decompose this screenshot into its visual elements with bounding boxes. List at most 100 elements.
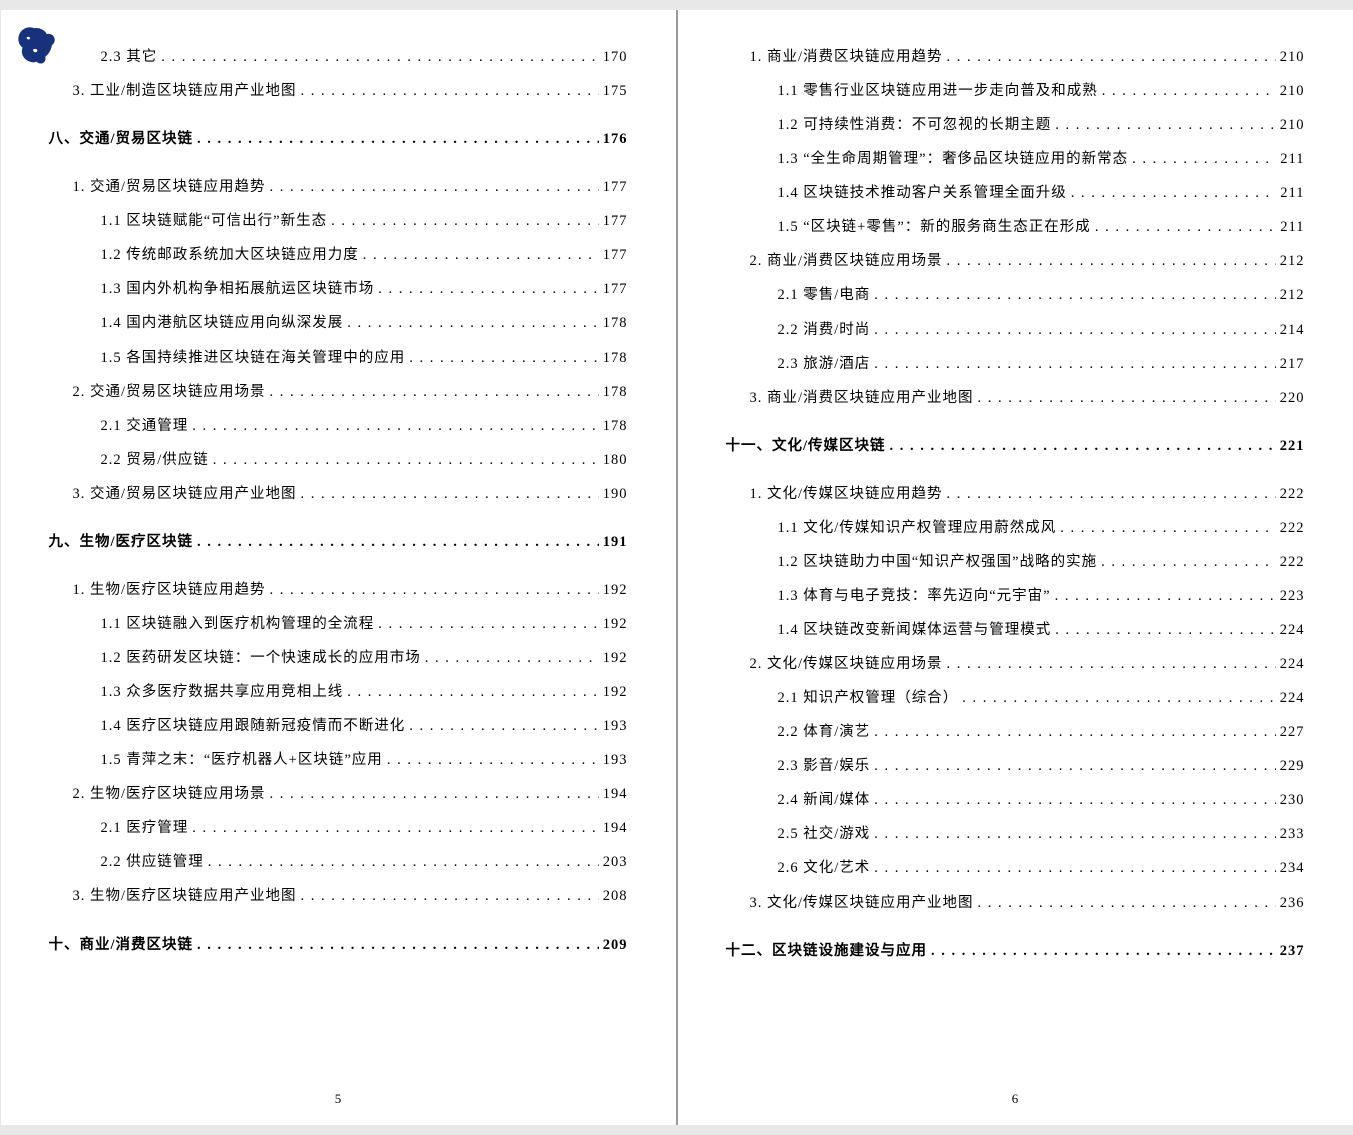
toc-entry-label: 1. 商业/消费区块链应用趋势 bbox=[750, 40, 943, 74]
toc-entry-page: 230 bbox=[1280, 783, 1305, 817]
toc-leader-dots: . . . . . . . . . . . . . . . . . . . . … bbox=[301, 477, 599, 511]
toc-entry-label: 1.4 医疗区块链应用跟随新冠疫情而不断进化 bbox=[101, 709, 406, 743]
toc-entry-page: 221 bbox=[1280, 429, 1305, 463]
toc-entry: 1.3 众多医疗数据共享应用竞相上线. . . . . . . . . . . … bbox=[49, 675, 628, 709]
toc-entry-label: 1.3 国内外机构争相拓展航运区块链市场 bbox=[101, 272, 375, 306]
toc-entry-label: 2.6 文化/艺术 bbox=[778, 851, 871, 885]
toc-entry-label: 十、商业/消费区块链 bbox=[49, 928, 194, 962]
toc-spacer bbox=[49, 156, 628, 170]
toc-entry-page: 212 bbox=[1280, 278, 1305, 312]
toc-entry: 2.1 零售/电商. . . . . . . . . . . . . . . .… bbox=[726, 278, 1305, 312]
toc-entry-label: 1.5 青萍之末：“医疗机器人+区块链”应用 bbox=[101, 743, 383, 777]
toc-entry-page: 194 bbox=[603, 777, 628, 811]
toc-leader-dots: . . . . . . . . . . . . . . . . . . . . … bbox=[874, 313, 1275, 347]
toc-entry-page: 192 bbox=[603, 607, 628, 641]
toc-leader-dots: . . . . . . . . . . . . . . . . . . . . … bbox=[378, 607, 599, 641]
toc-spacer bbox=[726, 920, 1305, 934]
toc-leader-dots: . . . . . . . . . . . . . . . . . . . . … bbox=[874, 278, 1275, 312]
toc-entry: 2.1 知识产权管理（综合）. . . . . . . . . . . . . … bbox=[726, 681, 1305, 715]
toc-entry-page: 176 bbox=[603, 122, 628, 156]
toc-entry-page: 190 bbox=[603, 477, 628, 511]
toc-spacer bbox=[726, 415, 1305, 429]
toc-entry: 2.2 体育/演艺. . . . . . . . . . . . . . . .… bbox=[726, 715, 1305, 749]
toc-entry-label: 2.2 供应链管理 bbox=[101, 845, 204, 879]
toc-entry-page: 211 bbox=[1280, 176, 1304, 210]
toc-leader-dots: . . . . . . . . . . . . . . . . . . . . … bbox=[270, 573, 599, 607]
toc-entry: 3. 交通/贸易区块链应用产业地图. . . . . . . . . . . .… bbox=[49, 477, 628, 511]
toc-entry: 3. 文化/传媒区块链应用产业地图. . . . . . . . . . . .… bbox=[726, 886, 1305, 920]
toc-leader-dots: . . . . . . . . . . . . . . . . . . . . … bbox=[1102, 74, 1276, 108]
toc-leader-dots: . . . . . . . . . . . . . . . . . . . . … bbox=[387, 743, 599, 777]
toc-leader-dots: . . . . . . . . . . . . . . . . . . . . … bbox=[197, 122, 599, 156]
toc-entry-label: 2.5 社交/游戏 bbox=[778, 817, 871, 851]
toc-entry-label: 1.4 国内港航区块链应用向纵深发展 bbox=[101, 306, 344, 340]
toc-entry-label: 2.2 贸易/供应链 bbox=[101, 443, 209, 477]
toc-entry-label: 2.2 消费/时尚 bbox=[778, 313, 871, 347]
toc-entry-page: 233 bbox=[1280, 817, 1305, 851]
toc-entry-page: 194 bbox=[603, 811, 628, 845]
toc-entry: 1. 交通/贸易区块链应用趋势. . . . . . . . . . . . .… bbox=[49, 170, 628, 204]
toc-leader-dots: . . . . . . . . . . . . . . . . . . . . … bbox=[197, 525, 599, 559]
toc-entry-page: 191 bbox=[603, 525, 628, 559]
toc-entry-label: 1.1 区块链融入到医疗机构管理的全流程 bbox=[101, 607, 375, 641]
toc-entry-page: 220 bbox=[1280, 381, 1305, 415]
toc-entry-label: 2.1 知识产权管理（综合） bbox=[778, 681, 959, 715]
toc-entry: 1.1 区块链融入到医疗机构管理的全流程. . . . . . . . . . … bbox=[49, 607, 628, 641]
toc-entry: 2.4 新闻/媒体. . . . . . . . . . . . . . . .… bbox=[726, 783, 1305, 817]
toc-entry-page: 178 bbox=[603, 341, 628, 375]
toc-entry: 2.2 消费/时尚. . . . . . . . . . . . . . . .… bbox=[726, 313, 1305, 347]
toc-entry-label: 1.3 体育与电子竞技：率先迈向“元宇宙” bbox=[778, 579, 1051, 613]
toc-entry: 2.2 供应链管理. . . . . . . . . . . . . . . .… bbox=[49, 845, 628, 879]
toc-leader-dots: . . . . . . . . . . . . . . . . . . . . … bbox=[874, 783, 1275, 817]
toc-entry-label: 3. 工业/制造区块链应用产业地图 bbox=[73, 74, 297, 108]
toc-entry-label: 1.1 区块链赋能“可信出行”新生态 bbox=[101, 204, 328, 238]
toc-leader-dots: . . . . . . . . . . . . . . . . . . . . … bbox=[874, 817, 1275, 851]
toc-entry-label: 2.1 医疗管理 bbox=[101, 811, 189, 845]
toc-leader-dots: . . . . . . . . . . . . . . . . . . . . … bbox=[947, 647, 1276, 681]
toc-entry: 九、生物/医疗区块链. . . . . . . . . . . . . . . … bbox=[49, 525, 628, 559]
toc-entry-label: 1.4 区块链技术推动客户关系管理全面升级 bbox=[778, 176, 1067, 210]
toc-entry: 八、交通/贸易区块链. . . . . . . . . . . . . . . … bbox=[49, 122, 628, 156]
toc-leader-dots: . . . . . . . . . . . . . . . . . . . . … bbox=[213, 443, 599, 477]
toc-entry: 2.6 文化/艺术. . . . . . . . . . . . . . . .… bbox=[726, 851, 1305, 885]
toc-spacer bbox=[49, 559, 628, 573]
toc-entry-page: 177 bbox=[603, 170, 628, 204]
toc-entry-page: 210 bbox=[1280, 40, 1305, 74]
toc-entry-label: 九、生物/医疗区块链 bbox=[49, 525, 194, 559]
toc-entry-label: 1.3 众多医疗数据共享应用竞相上线 bbox=[101, 675, 344, 709]
toc-leader-dots: . . . . . . . . . . . . . . . . . . . . … bbox=[874, 851, 1275, 885]
toc-entry: 1.4 医疗区块链应用跟随新冠疫情而不断进化. . . . . . . . . … bbox=[49, 709, 628, 743]
toc-entry: 1.1 文化/传媒知识产权管理应用蔚然成风. . . . . . . . . .… bbox=[726, 511, 1305, 545]
toc-entry-page: 237 bbox=[1280, 934, 1305, 968]
toc-entry-label: 1.2 传统邮政系统加大区块链应用力度 bbox=[101, 238, 359, 272]
toc-leader-dots: . . . . . . . . . . . . . . . . . . . . … bbox=[1132, 142, 1276, 176]
toc-leader-dots: . . . . . . . . . . . . . . . . . . . . … bbox=[1060, 511, 1275, 545]
toc-leader-dots: . . . . . . . . . . . . . . . . . . . . … bbox=[270, 170, 599, 204]
toc-leader-dots: . . . . . . . . . . . . . . . . . . . . … bbox=[1095, 210, 1276, 244]
toc-entry: 1.5 “区块链+零售”：新的服务商生态正在形成. . . . . . . . … bbox=[726, 210, 1305, 244]
toc-entry-page: 222 bbox=[1280, 545, 1305, 579]
toc-entry-label: 3. 生物/医疗区块链应用产业地图 bbox=[73, 879, 297, 913]
toc-entry-page: 224 bbox=[1280, 647, 1305, 681]
toc-entry-page: 192 bbox=[603, 675, 628, 709]
toc-entry: 2. 文化/传媒区块链应用场景. . . . . . . . . . . . .… bbox=[726, 647, 1305, 681]
toc-entry: 2. 商业/消费区块链应用场景. . . . . . . . . . . . .… bbox=[726, 244, 1305, 278]
toc-entry: 2.1 交通管理. . . . . . . . . . . . . . . . … bbox=[49, 409, 628, 443]
toc-entry-label: 2. 文化/传媒区块链应用场景 bbox=[750, 647, 943, 681]
page-number-left: 5 bbox=[1, 1091, 676, 1107]
toc-leader-dots: . . . . . . . . . . . . . . . . . . . . … bbox=[947, 244, 1276, 278]
toc-leader-dots: . . . . . . . . . . . . . . . . . . . . … bbox=[363, 238, 599, 272]
toc-entry-label: 1.1 零售行业区块链应用进一步走向普及和成熟 bbox=[778, 74, 1098, 108]
toc-entry-label: 2.2 体育/演艺 bbox=[778, 715, 871, 749]
toc-entry-page: 193 bbox=[603, 709, 628, 743]
toc-entry-label: 2.1 零售/电商 bbox=[778, 278, 871, 312]
toc-entry: 1.3 体育与电子竞技：率先迈向“元宇宙”. . . . . . . . . .… bbox=[726, 579, 1305, 613]
toc-leader-dots: . . . . . . . . . . . . . . . . . . . . … bbox=[947, 477, 1276, 511]
toc-entry-page: 192 bbox=[603, 573, 628, 607]
toc-right-column: 1. 商业/消费区块链应用趋势. . . . . . . . . . . . .… bbox=[726, 40, 1305, 1085]
toc-leader-dots: . . . . . . . . . . . . . . . . . . . . … bbox=[931, 934, 1276, 968]
toc-entry: 1.3 “全生命周期管理”：奢侈品区块链应用的新常态. . . . . . . … bbox=[726, 142, 1305, 176]
toc-leader-dots: . . . . . . . . . . . . . . . . . . . . … bbox=[947, 40, 1276, 74]
toc-leader-dots: . . . . . . . . . . . . . . . . . . . . … bbox=[409, 709, 599, 743]
toc-entry-page: 192 bbox=[603, 641, 628, 675]
